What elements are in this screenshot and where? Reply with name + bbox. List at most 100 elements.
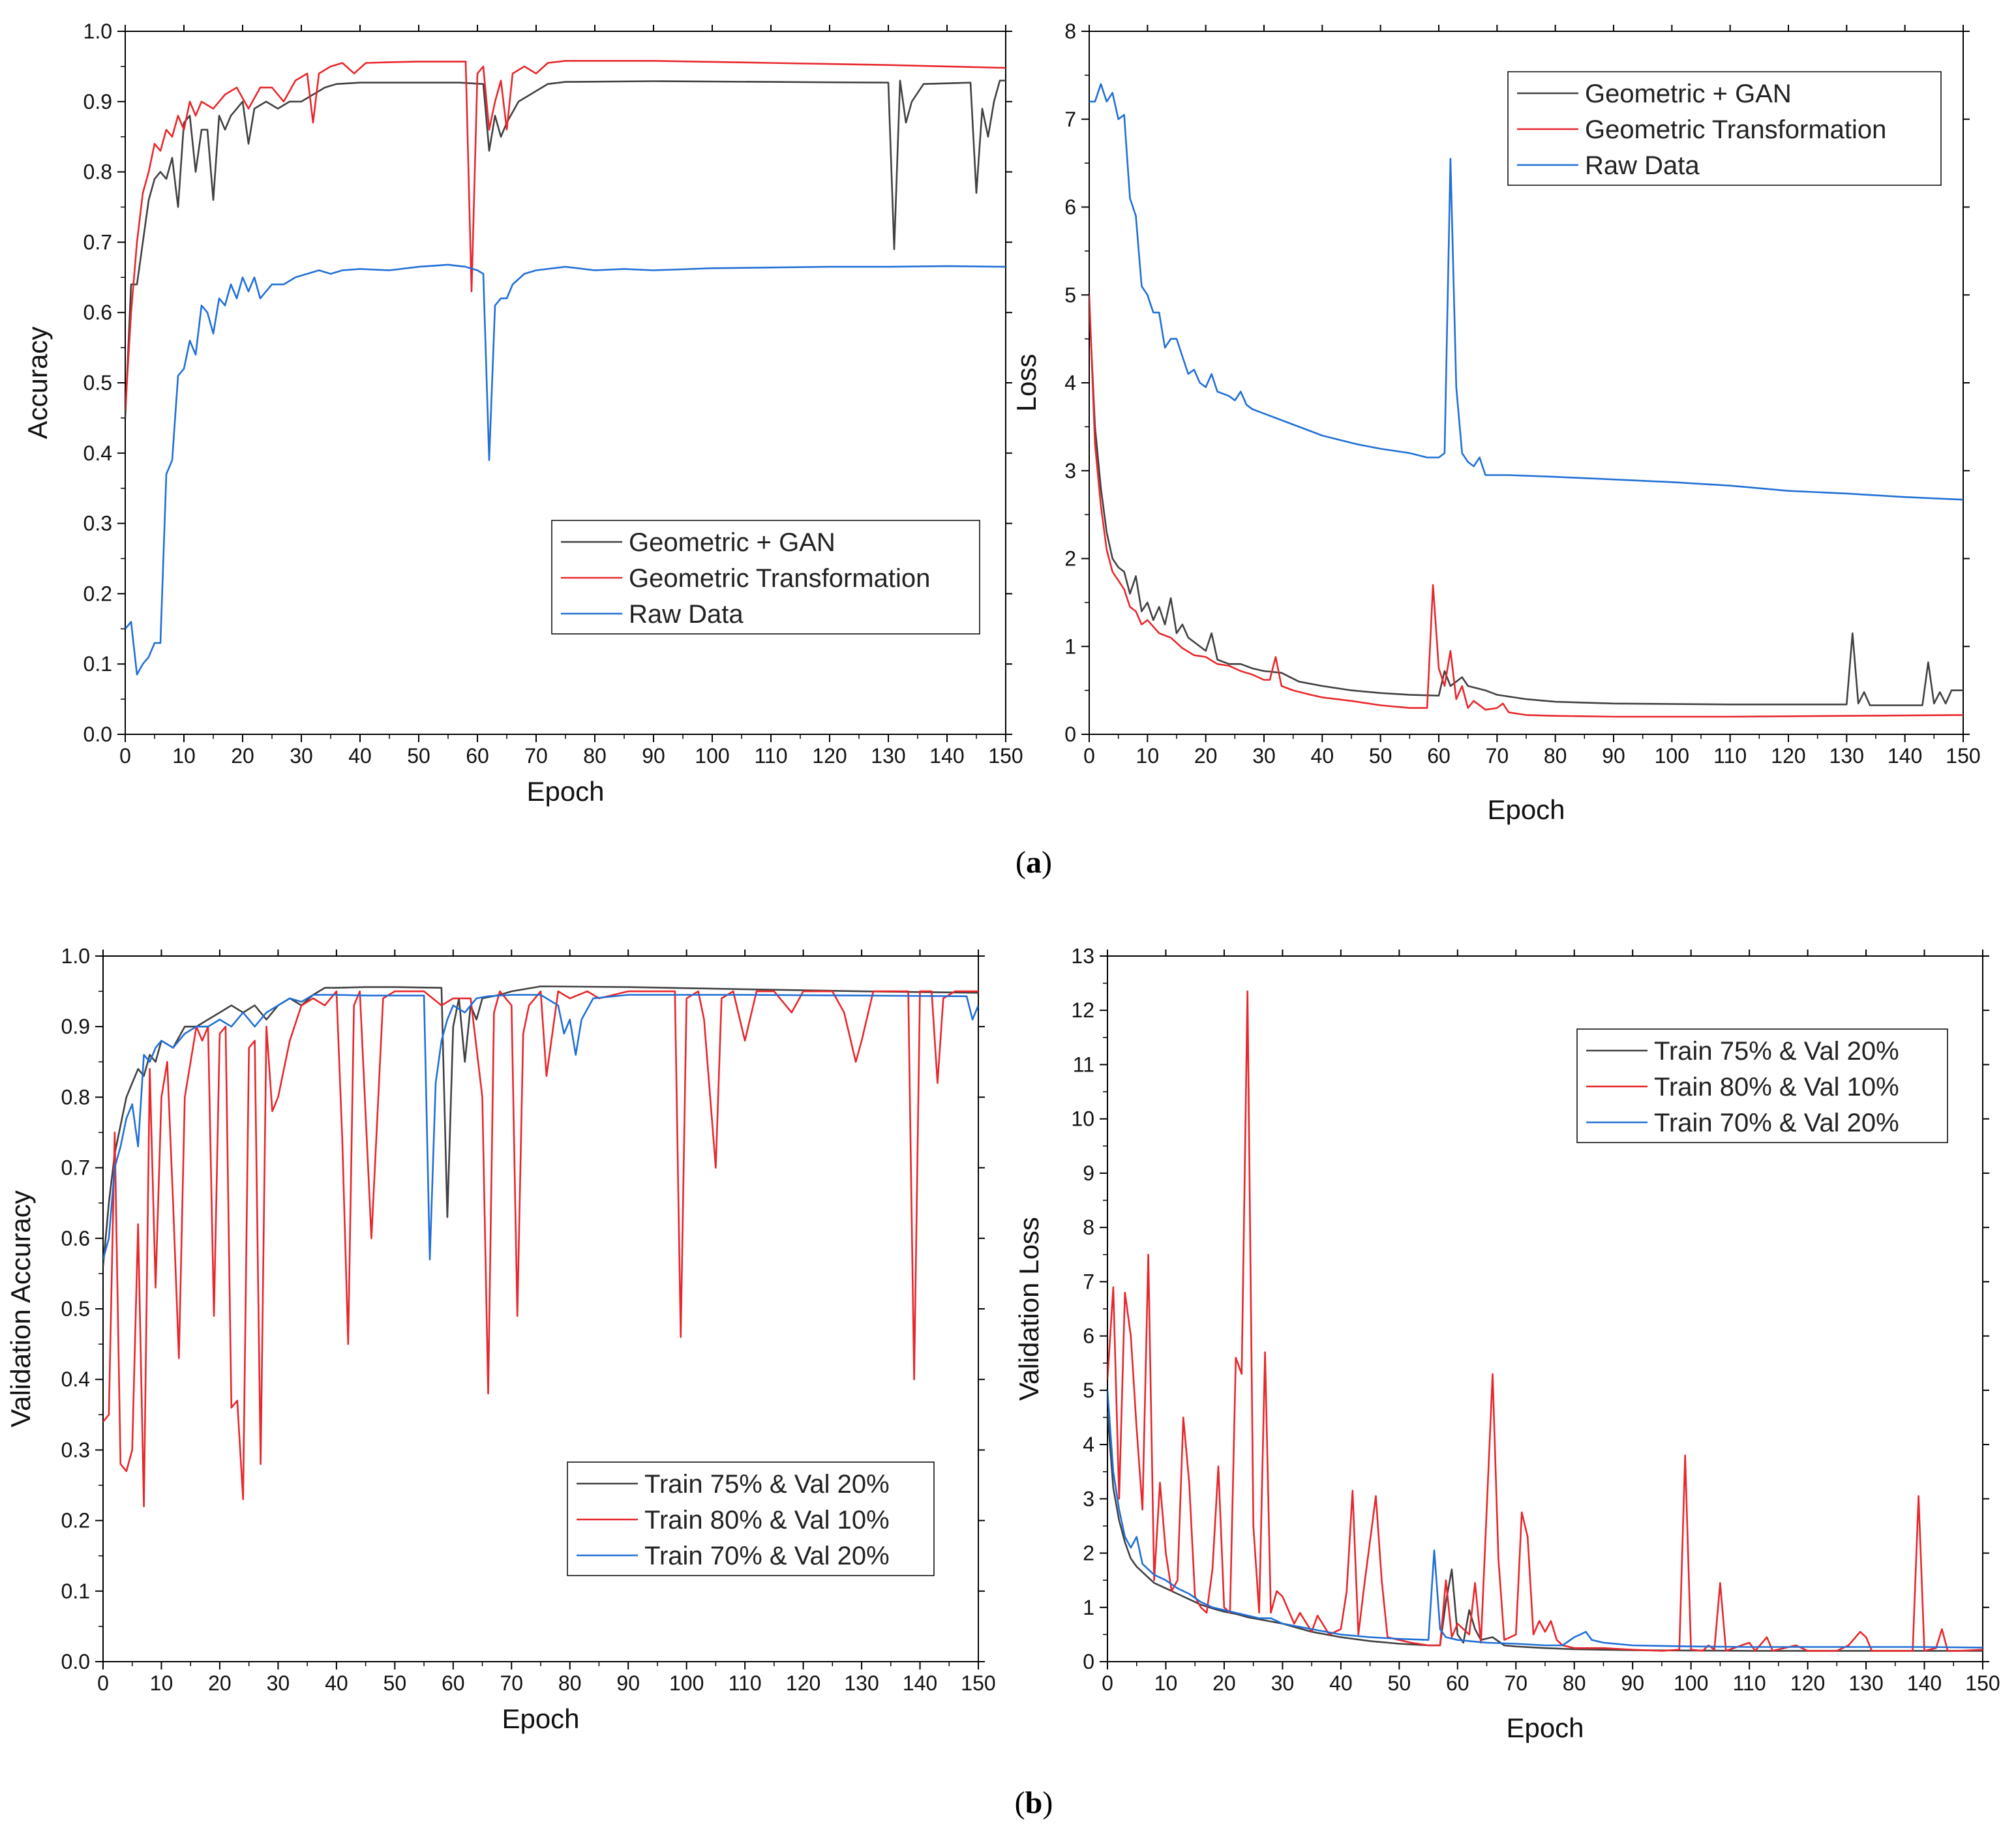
series-line-geometric-transformation <box>125 60 1006 412</box>
y-tick-label: 0.0 <box>83 723 112 746</box>
y-axis-title: Validation Loss <box>1014 1217 1044 1401</box>
series-line-geometric-gan <box>125 80 1006 418</box>
series-line-train-70-val-20 <box>1107 1390 1983 1649</box>
x-tick-label: 90 <box>1621 1671 1644 1695</box>
y-tick-label: 8 <box>1083 1216 1094 1239</box>
x-tick-label: 30 <box>1252 744 1276 768</box>
y-tick-label: 4 <box>1083 1433 1094 1456</box>
legend-label-geometric-gan: Geometric + GAN <box>629 528 835 557</box>
x-tick-label: 20 <box>1194 744 1218 768</box>
y-tick-label: 0.6 <box>83 301 112 324</box>
x-tick-label: 40 <box>348 744 372 768</box>
x-tick-label: 10 <box>172 744 196 768</box>
y-tick-label: 2 <box>1083 1542 1094 1565</box>
x-tick-label: 60 <box>1427 744 1451 768</box>
y-tick-label: 12 <box>1071 998 1094 1022</box>
x-tick-label: 30 <box>267 1671 290 1695</box>
x-tick-label: 100 <box>695 744 729 768</box>
x-tick-label: 140 <box>1907 1671 1942 1695</box>
y-tick-label: 11 <box>1073 1053 1094 1076</box>
x-tick-label: 90 <box>1602 744 1625 768</box>
x-tick-label: 150 <box>1946 744 1980 768</box>
y-tick-label: 13 <box>1071 944 1094 968</box>
y-tick-label: 0.1 <box>61 1579 90 1603</box>
y-tick-label: 1.0 <box>61 944 90 968</box>
legend-label-train-80-val-10: Train 80% & Val 10% <box>644 1506 890 1534</box>
x-axis-title: Epoch <box>502 1703 579 1734</box>
y-tick-label: 1 <box>1083 1596 1094 1619</box>
y-tick-label: 0.1 <box>83 652 112 676</box>
y-axis-title: Validation Accuracy <box>5 1190 36 1427</box>
legend: Train 75% & Val 20% Train 80% & Val 10% Tr… <box>1576 1028 1948 1143</box>
y-tick-label: 0.9 <box>83 90 112 113</box>
x-tick-label: 10 <box>1154 1671 1178 1695</box>
y-axis-title: Loss <box>1011 354 1042 412</box>
x-tick-label: 20 <box>231 744 254 768</box>
y-tick-label: 2 <box>1064 547 1076 571</box>
x-tick-label: 30 <box>290 744 313 768</box>
x-tick-label: 50 <box>1369 744 1392 768</box>
y-tick-label: 0.6 <box>61 1227 90 1250</box>
x-tick-label: 130 <box>871 744 905 768</box>
panel-a: 0 10 20 30 40 50 60 70 80 90 100 110 120 130 140 1500.0… <box>22 20 1981 880</box>
x-tick-label: 80 <box>1544 744 1567 768</box>
x-tick-label: 130 <box>844 1671 879 1695</box>
legend-box <box>551 520 980 635</box>
y-tick-label: 5 <box>1083 1379 1094 1402</box>
caption-b: (b) <box>1015 1786 1053 1820</box>
y-tick-label: 0 <box>1064 723 1076 746</box>
y-tick-label: 0.3 <box>83 512 112 535</box>
y-tick-label: 5 <box>1064 283 1076 307</box>
x-tick-label: 70 <box>1504 1671 1527 1695</box>
x-tick-label: 130 <box>1848 1671 1883 1695</box>
x-tick-label: 40 <box>325 1671 348 1695</box>
legend-label-train-80-val-10: Train 80% & Val 10% <box>1654 1073 1899 1101</box>
series-line-raw-data <box>1089 83 1963 501</box>
x-axis-title: Epoch <box>1487 794 1565 825</box>
x-tick-label: 0 <box>1102 1671 1113 1695</box>
series-line-geometric-transformation <box>1089 295 1963 718</box>
x-axis-title: Epoch <box>1506 1713 1584 1743</box>
x-tick-label: 120 <box>1771 744 1805 768</box>
series-line-train-75-val-20 <box>1107 1412 1983 1652</box>
x-tick-label: 80 <box>583 744 607 768</box>
caption-a: (a) <box>1016 845 1052 880</box>
y-tick-label: 0 <box>1083 1650 1094 1673</box>
x-tick-label: 50 <box>384 1671 407 1695</box>
x-tick-label: 120 <box>1790 1671 1825 1695</box>
y-tick-label: 3 <box>1064 459 1076 483</box>
x-tick-label: 10 <box>1136 744 1160 768</box>
x-tick-label: 70 <box>1486 744 1509 768</box>
y-axis-title: Accuracy <box>22 327 53 440</box>
legend: Geometric + GAN Geometric Transformation R… <box>551 520 980 635</box>
x-tick-label: 150 <box>961 1671 995 1695</box>
y-tick-label: 0.7 <box>83 230 112 254</box>
y-tick-label: 0.4 <box>61 1368 90 1391</box>
validation-accuracy-chart: 0 10 20 30 40 50 60 70 80 90 100 110 120 130 140 150 0.0… <box>5 944 996 1734</box>
legend-label-raw-data: Raw Data <box>629 600 744 629</box>
legend: Train 75% & Val 20% Train 80% & Val 10% Tr… <box>567 1461 935 1576</box>
y-tick-label: 3 <box>1083 1487 1094 1510</box>
y-tick-label: 7 <box>1064 108 1076 131</box>
x-tick-label: 140 <box>929 744 964 768</box>
series-line-train-80-val-10 <box>1107 990 1983 1652</box>
legend-box <box>1507 71 1942 186</box>
legend-label-train-75-val-20: Train 75% & Val 20% <box>644 1470 890 1499</box>
legend-label-train-75-val-20: Train 75% & Val 20% <box>1654 1037 1899 1066</box>
y-tick-label: 0.2 <box>83 582 112 605</box>
x-tick-label: 60 <box>442 1671 465 1695</box>
legend-label-geometric-gan: Geometric + GAN <box>1585 80 1792 108</box>
x-tick-label: 140 <box>903 1671 937 1695</box>
series-line-geometric-gan <box>1089 303 1963 706</box>
series-line-train-80-val-10 <box>103 990 978 1508</box>
y-tick-label: 7 <box>1083 1270 1094 1293</box>
y-tick-label: 0.8 <box>61 1085 90 1109</box>
y-tick-label: 9 <box>1083 1161 1094 1185</box>
y-tick-label: 0.4 <box>83 442 112 465</box>
x-tick-label: 150 <box>1965 1671 2000 1695</box>
y-tick-label: 0.3 <box>61 1438 90 1461</box>
x-tick-label: 100 <box>669 1671 704 1695</box>
x-tick-label: 0 <box>1083 744 1095 768</box>
y-tick-label: 0.2 <box>61 1509 90 1533</box>
